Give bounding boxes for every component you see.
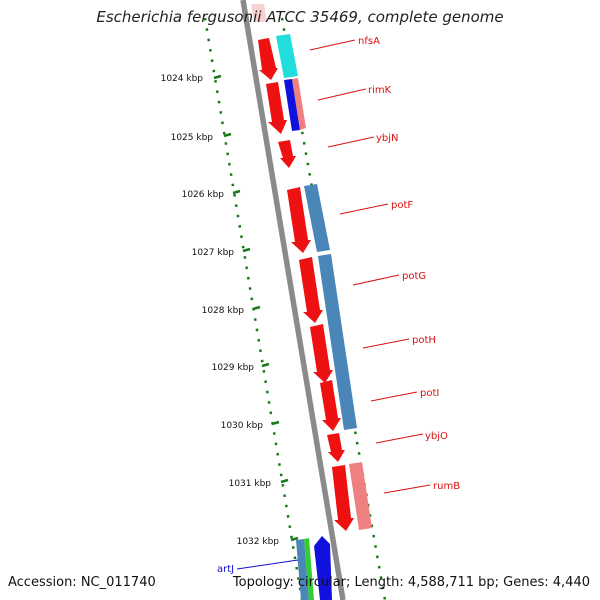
label-line — [327, 136, 375, 148]
scale-labels: 1024 kbp 1025 kbp 1026 kbp 1027 kbp 1028… — [161, 74, 280, 547]
gene-potF-outer — [304, 184, 330, 252]
gene-track-outer — [276, 34, 372, 530]
gene-partial-top — [251, 4, 267, 22]
feature-label: potH — [412, 335, 436, 346]
scale-label: 1029 kbp — [212, 363, 255, 373]
feature-label: nfsA — [358, 36, 380, 47]
label-line — [375, 433, 424, 444]
gene-nfsA[interactable] — [258, 38, 278, 80]
feature-label: ybjN — [376, 133, 399, 144]
scale-tick — [290, 536, 299, 542]
scale-label: 1031 kbp — [229, 479, 272, 489]
feature-label: rumB — [433, 481, 460, 492]
gene-artJ[interactable] — [296, 539, 309, 600]
scale-label: 1026 kbp — [182, 190, 225, 200]
gene-ybjN[interactable] — [278, 140, 296, 168]
feature-label: potG — [402, 271, 426, 282]
scale-label: 1027 kbp — [192, 248, 235, 258]
scale-tick — [232, 189, 241, 195]
gene-nfsA-outer — [276, 34, 298, 78]
gene-potGH-outer — [318, 254, 357, 430]
gene-potH[interactable] — [310, 324, 333, 383]
gene-rimK-outer-pink — [292, 78, 306, 130]
feature-label: rimK — [368, 85, 392, 96]
gene-rumB[interactable] — [332, 465, 354, 531]
feature-label[interactable]: artJ — [217, 564, 234, 575]
scale-tick — [223, 132, 232, 138]
gene-artJ-green — [304, 538, 314, 600]
scale-label: 1025 kbp — [171, 133, 214, 143]
gene-potG[interactable] — [299, 257, 323, 323]
label-line — [309, 39, 356, 51]
scale-tick — [242, 247, 251, 253]
scale-label: 1024 kbp — [161, 74, 204, 84]
gene-track-inner — [258, 38, 354, 531]
label-line — [352, 274, 400, 286]
genome-backbone — [240, 0, 346, 600]
scale-label: 1028 kbp — [202, 306, 245, 316]
scale-tick — [280, 478, 289, 484]
feature-labels: nfsA rimK ybjN potF potG potH potI ybjO … — [217, 36, 460, 575]
label-line — [370, 391, 418, 402]
label-line — [236, 559, 299, 570]
scale-tick — [213, 74, 222, 80]
gene-rimK[interactable] — [266, 82, 287, 134]
feature-label: ybjO — [425, 431, 448, 442]
feature-label: potI — [420, 388, 439, 399]
scale-tick — [271, 420, 280, 426]
genome-title: Escherichia fergusonii ATCC 35469, compl… — [96, 8, 504, 26]
scale-ticks — [213, 74, 299, 542]
gene-artJ-blue — [314, 536, 332, 600]
gene-track-bottom — [296, 536, 332, 600]
label-line — [362, 338, 410, 349]
scale-label: 1032 kbp — [237, 537, 280, 547]
gene-ybjO[interactable] — [327, 433, 345, 462]
scale-tick — [261, 362, 270, 368]
gene-potI[interactable] — [320, 380, 341, 431]
gene-rimK-outer-blue — [284, 79, 300, 131]
label-line — [383, 484, 431, 494]
gene-potF[interactable] — [287, 187, 311, 253]
scale-tick — [252, 305, 261, 311]
gene-rumB-outer — [349, 462, 372, 530]
label-line — [317, 88, 367, 101]
topology-text: Topology: circular; Length: 4,588,711 bp… — [232, 575, 590, 590]
feature-label: potF — [391, 200, 413, 211]
scale-label: 1030 kbp — [221, 421, 264, 431]
label-line — [339, 203, 389, 215]
accession-text: Accession: NC_011740 — [8, 575, 156, 590]
